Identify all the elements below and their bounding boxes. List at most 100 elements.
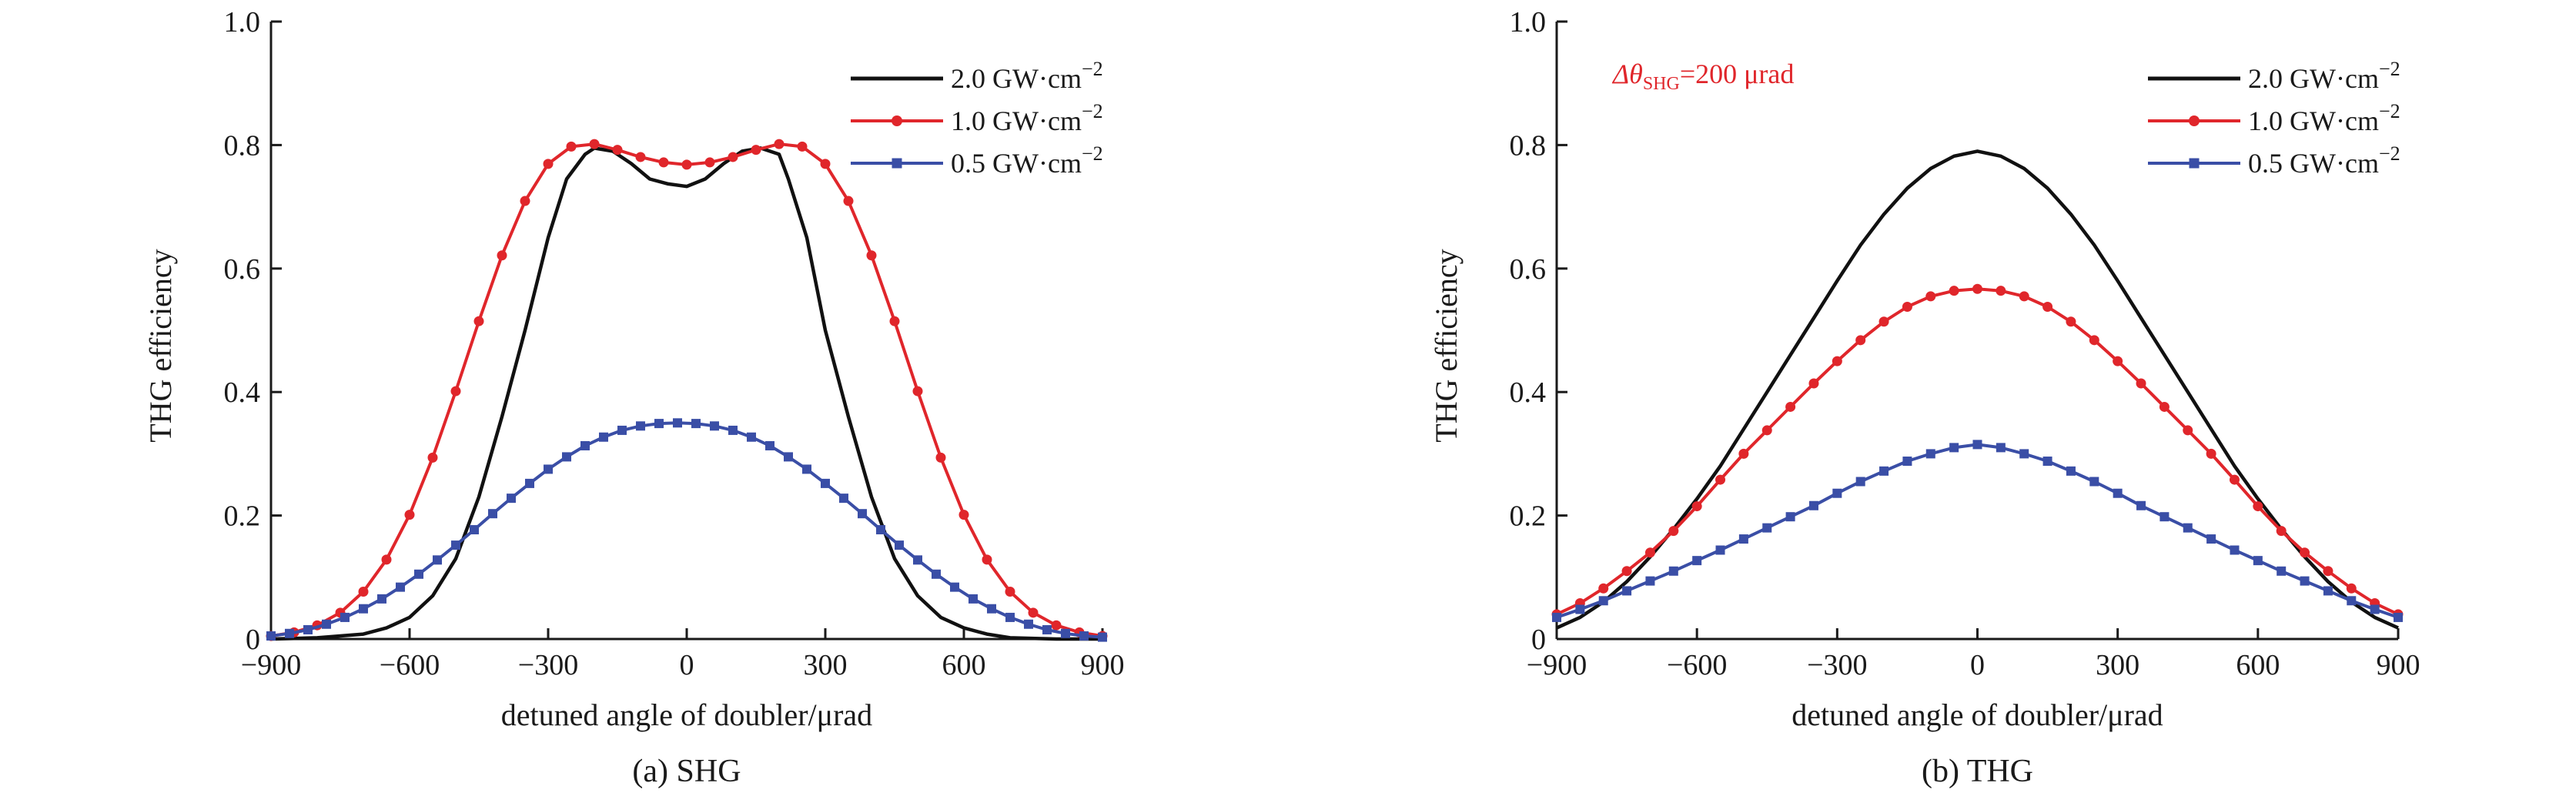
legend-label-superscript: −2 bbox=[2379, 58, 2400, 80]
data-point bbox=[396, 583, 405, 592]
data-point bbox=[2323, 586, 2333, 595]
data-point bbox=[2066, 467, 2076, 476]
data-point bbox=[802, 464, 811, 473]
y-tick-label: 0 bbox=[1531, 624, 1546, 656]
legend-marker bbox=[2190, 159, 2200, 169]
data-point bbox=[987, 604, 996, 614]
legend-label-name: 2.0 GW·cm bbox=[2248, 63, 2379, 94]
data-point bbox=[959, 510, 969, 520]
data-point bbox=[544, 159, 554, 169]
data-point bbox=[1061, 629, 1070, 638]
legend-label: 1.0 GW·cm−2 bbox=[2248, 100, 2400, 136]
legend-label: 2.0 GW·cm−2 bbox=[2248, 58, 2400, 94]
x-tick-label: 0 bbox=[1970, 649, 1985, 681]
y-tick-label: 1.0 bbox=[1510, 6, 1547, 38]
data-point bbox=[562, 452, 571, 461]
data-point bbox=[590, 139, 600, 149]
y-axis-label: THG efficiency bbox=[143, 249, 178, 442]
data-point bbox=[414, 570, 423, 579]
data-point bbox=[1926, 449, 1935, 458]
data-point bbox=[1832, 489, 1842, 498]
data-point bbox=[451, 386, 461, 396]
legend-label-superscript: −2 bbox=[1082, 142, 1103, 165]
data-point bbox=[1005, 613, 1015, 622]
data-point bbox=[488, 509, 497, 518]
data-point bbox=[2277, 567, 2286, 576]
data-point bbox=[433, 555, 442, 564]
data-point bbox=[982, 554, 992, 564]
legend-label-name: 2.0 GW·cm bbox=[951, 63, 1082, 94]
data-point bbox=[1879, 467, 1889, 476]
data-point bbox=[322, 620, 331, 629]
data-point bbox=[1785, 402, 1795, 412]
data-point bbox=[2323, 566, 2333, 576]
data-point bbox=[1098, 633, 1107, 642]
series-line-black bbox=[1557, 151, 2398, 627]
data-point bbox=[580, 441, 590, 450]
data-point bbox=[567, 142, 577, 152]
data-point bbox=[673, 418, 682, 427]
legend-label: 0.5 GW·cm−2 bbox=[2248, 142, 2400, 179]
data-point bbox=[520, 196, 530, 206]
data-point bbox=[2206, 449, 2216, 459]
data-point bbox=[844, 196, 854, 206]
legend-label-superscript: −2 bbox=[2379, 100, 2400, 122]
data-point bbox=[654, 419, 664, 428]
legend: 2.0 GW·cm−21.0 GW·cm−20.5 GW·cm−2 bbox=[2148, 58, 2400, 179]
data-point bbox=[1599, 596, 1608, 605]
legend-label: 1.0 GW·cm−2 bbox=[951, 100, 1103, 136]
data-point bbox=[451, 540, 460, 550]
data-point bbox=[2277, 526, 2287, 536]
data-point bbox=[507, 494, 516, 503]
data-point bbox=[2136, 378, 2146, 388]
series-curve bbox=[271, 144, 1102, 636]
data-point bbox=[895, 540, 904, 550]
data-point bbox=[2230, 475, 2240, 485]
data-point bbox=[682, 159, 692, 169]
data-point bbox=[1762, 425, 1772, 435]
x-tick-label: 300 bbox=[804, 649, 848, 681]
data-point bbox=[340, 613, 350, 622]
data-point bbox=[1622, 566, 1632, 576]
data-point bbox=[303, 625, 313, 634]
data-point bbox=[1973, 440, 1982, 449]
data-point bbox=[2230, 546, 2239, 555]
legend-marker bbox=[892, 159, 902, 169]
data-point bbox=[1902, 302, 1912, 312]
legend-label-name: 1.0 GW·cm bbox=[951, 105, 1082, 136]
data-point bbox=[1645, 577, 1654, 586]
x-tick-label: −300 bbox=[518, 649, 578, 681]
data-point bbox=[1738, 449, 1748, 459]
data-point bbox=[2183, 425, 2193, 435]
data-point bbox=[599, 433, 608, 442]
data-point bbox=[747, 433, 756, 442]
data-point bbox=[2043, 457, 2052, 466]
legend-marker bbox=[892, 115, 902, 126]
x-tick-label: 0 bbox=[680, 649, 694, 681]
data-point bbox=[2300, 547, 2310, 557]
series-line-blue bbox=[266, 418, 1107, 641]
data-point bbox=[359, 587, 369, 597]
data-point bbox=[359, 604, 368, 614]
data-point bbox=[710, 421, 719, 430]
data-point bbox=[913, 386, 923, 396]
x-tick-label: 600 bbox=[2236, 649, 2280, 681]
data-point bbox=[1575, 605, 1584, 614]
data-point bbox=[636, 421, 645, 430]
y-tick-label: 0.8 bbox=[224, 129, 261, 162]
data-point bbox=[377, 594, 386, 604]
data-point bbox=[765, 441, 774, 450]
data-point bbox=[1996, 286, 2006, 296]
x-tick-label: −600 bbox=[1667, 649, 1727, 681]
x-tick-label: −600 bbox=[380, 649, 440, 681]
data-point bbox=[1552, 613, 1561, 622]
data-point bbox=[285, 629, 294, 638]
x-tick-label: −300 bbox=[1807, 649, 1867, 681]
data-point bbox=[1855, 335, 1865, 345]
data-point bbox=[1949, 443, 1959, 452]
panel-caption: (a) SHG bbox=[632, 754, 741, 789]
data-point bbox=[1715, 475, 1725, 485]
data-point bbox=[2300, 577, 2310, 586]
data-point bbox=[2159, 402, 2170, 412]
panel-caption: (b) THG bbox=[1922, 754, 2033, 789]
